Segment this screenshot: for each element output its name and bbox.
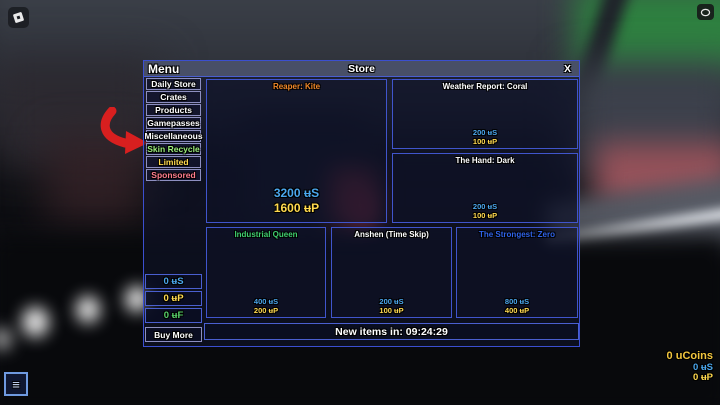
- item-price-s: 3200 ʉS: [273, 186, 320, 200]
- sidebar-item-skin-recycle[interactable]: Skin Recycle: [146, 143, 201, 155]
- item-price-p: 100 ʉP: [472, 211, 498, 220]
- item-price-p: 100 ʉP: [472, 137, 498, 146]
- item-name: The Hand: Dark: [455, 156, 515, 165]
- sidebar-item-crates[interactable]: Crates: [146, 91, 201, 103]
- hud-us: 0 ʉS: [692, 362, 713, 373]
- item-price-s: 200 ʉS: [472, 202, 498, 211]
- item-name: Anshen (Time Skip): [354, 230, 429, 239]
- voice-chat-button[interactable]: [697, 4, 714, 20]
- balance-us: 0 ʉS: [145, 274, 202, 289]
- menu-title: Menu: [148, 62, 180, 76]
- item-price-p: 400 ʉP: [504, 306, 530, 315]
- item-price-s: 400 ʉS: [253, 297, 279, 306]
- background-light-dot: [22, 307, 49, 337]
- item-name: The Strongest: Zero: [478, 230, 555, 239]
- store-item-the-hand-dark[interactable]: The Hand: Dark 200 ʉS 100 ʉP: [392, 153, 578, 223]
- balance-up: 0 ʉP: [145, 291, 202, 306]
- circle-icon: [700, 8, 711, 16]
- store-dialog: Menu Store X Daily Store Crates Products…: [143, 60, 580, 347]
- store-item-industrial-queen[interactable]: Industrial Queen 400 ʉS 200 ʉP: [206, 227, 326, 318]
- sidebar-item-limited[interactable]: Limited: [146, 156, 201, 168]
- annotation-arrow: [100, 107, 148, 154]
- sidebar-item-gamepasses[interactable]: Gamepasses: [146, 117, 201, 129]
- sidebar-item-miscellaneous[interactable]: Miscellaneous: [144, 130, 203, 142]
- hud-currency-panel: 0 uCoins 0 ʉS 0 ʉP: [667, 350, 713, 383]
- store-title: Store: [348, 63, 375, 75]
- item-price-s: 200 ʉS: [379, 297, 404, 306]
- balance-uf: 0 ʉF: [145, 308, 202, 323]
- item-name: Industrial Queen: [234, 230, 298, 239]
- hud-up: 0 ʉP: [692, 372, 713, 383]
- item-price-p: 1600 ʉP: [273, 201, 320, 215]
- background-light-dot: [76, 296, 100, 323]
- item-name: Reaper: Kite: [272, 82, 321, 91]
- item-price-s: 200 ʉS: [472, 128, 498, 137]
- item-price-p: 100 ʉP: [379, 306, 404, 315]
- item-name: Weather Report: Coral: [442, 82, 528, 91]
- sidebar-item-daily-store[interactable]: Daily Store: [146, 78, 201, 90]
- close-button[interactable]: X: [563, 63, 571, 75]
- hud-ucoins: 0 uCoins: [666, 350, 713, 362]
- menu-toggle-icon: ≡: [12, 376, 20, 392]
- roblox-menu-button[interactable]: [8, 7, 29, 28]
- dialog-header: Menu Store X: [144, 61, 579, 77]
- store-item-weather-report-coral[interactable]: Weather Report: Coral 200 ʉS 100 ʉP: [392, 79, 578, 149]
- sidebar-item-products[interactable]: Products: [146, 104, 201, 116]
- buy-more-button[interactable]: Buy More: [145, 327, 202, 342]
- item-price-s: 800 ʉS: [504, 297, 530, 306]
- hud-menu-toggle-button[interactable]: ≡: [4, 372, 28, 396]
- background-light-dot: [0, 328, 12, 350]
- item-price-p: 200 ʉP: [253, 306, 279, 315]
- store-item-reaper-kite[interactable]: Reaper: Kite 3200 ʉS 1600 ʉP: [206, 79, 387, 223]
- store-item-the-strongest-zero[interactable]: The Strongest: Zero 800 ʉS 400 ʉP: [456, 227, 578, 318]
- roblox-logo-icon: [13, 12, 24, 23]
- new-items-timer: New items in: 09:24:29: [204, 323, 579, 340]
- store-item-anshen-time-skip[interactable]: Anshen (Time Skip) 200 ʉS 100 ʉP: [331, 227, 452, 318]
- sidebar-item-sponsored[interactable]: Sponsored: [146, 169, 201, 181]
